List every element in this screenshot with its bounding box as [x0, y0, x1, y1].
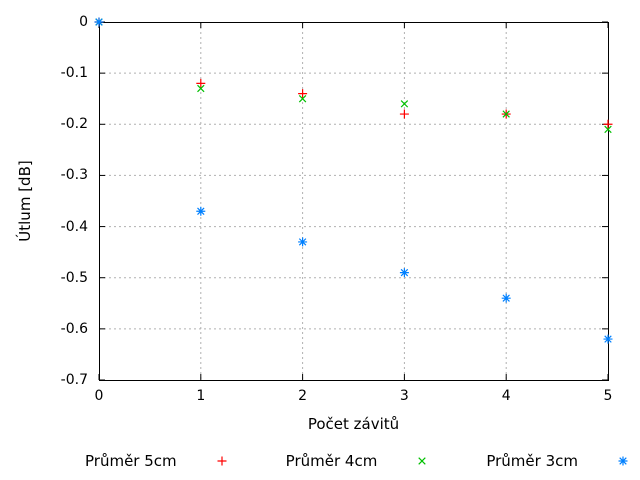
x-tick-label: 2: [298, 388, 308, 404]
x-tick-label: 1: [196, 388, 206, 404]
legend-entry-prumer-5cm: Průměr 5cm: [85, 452, 233, 470]
x-tick-label: 3: [399, 388, 409, 404]
data-point-asterisk: [501, 293, 511, 303]
legend: Průměr 5cm Průměr 4cm Průměr 3cm: [85, 448, 634, 474]
x-axis-label: Počet závitů: [307, 415, 400, 433]
data-point-asterisk: [298, 237, 308, 247]
data-point-cross: [197, 84, 205, 93]
x-tick-label: 0: [94, 388, 104, 404]
x-tick-label: 5: [603, 388, 613, 404]
plus-marker-icon: [217, 456, 227, 466]
legend-entry-prumer-3cm: Průměr 3cm: [486, 452, 634, 470]
data-point-cross: [502, 110, 510, 118]
data-point-plus: [298, 89, 308, 99]
data-point-cross: [604, 125, 612, 134]
plot-border: [99, 22, 609, 381]
data-point-asterisk: [196, 206, 206, 216]
x-tick-label: 4: [501, 388, 511, 404]
y-tick-label: -0.1: [60, 65, 88, 82]
data-point-asterisk: [399, 268, 409, 278]
data-point-cross: [400, 100, 409, 108]
data-point-cross: [298, 94, 307, 103]
y-axis-label: Útlum [dB]: [16, 160, 34, 242]
y-tick-label: -0.6: [60, 320, 88, 337]
legend-label-prumer-5cm: Průměr 5cm: [85, 452, 177, 470]
legend-entry-prumer-4cm: Průměr 4cm: [286, 452, 434, 470]
data-point-plus: [399, 109, 409, 119]
y-tick-label: -0.3: [60, 167, 88, 184]
y-tick-label: -0.4: [60, 218, 88, 235]
data-point-asterisk: [603, 334, 613, 344]
data-point-plus: [196, 78, 206, 88]
y-tick-label: -0.2: [60, 116, 88, 133]
asterisk-marker-icon: [618, 456, 628, 466]
data-point-asterisk: [94, 17, 104, 27]
y-tick-label: -0.5: [60, 269, 88, 286]
cross-marker-icon: [418, 457, 427, 465]
y-tick-label: -0.7: [60, 372, 88, 388]
y-tick-label: 0: [79, 14, 88, 30]
legend-label-prumer-3cm: Průměr 3cm: [486, 452, 578, 470]
data-point-plus: [603, 119, 613, 129]
legend-label-prumer-4cm: Průměr 4cm: [285, 452, 378, 470]
